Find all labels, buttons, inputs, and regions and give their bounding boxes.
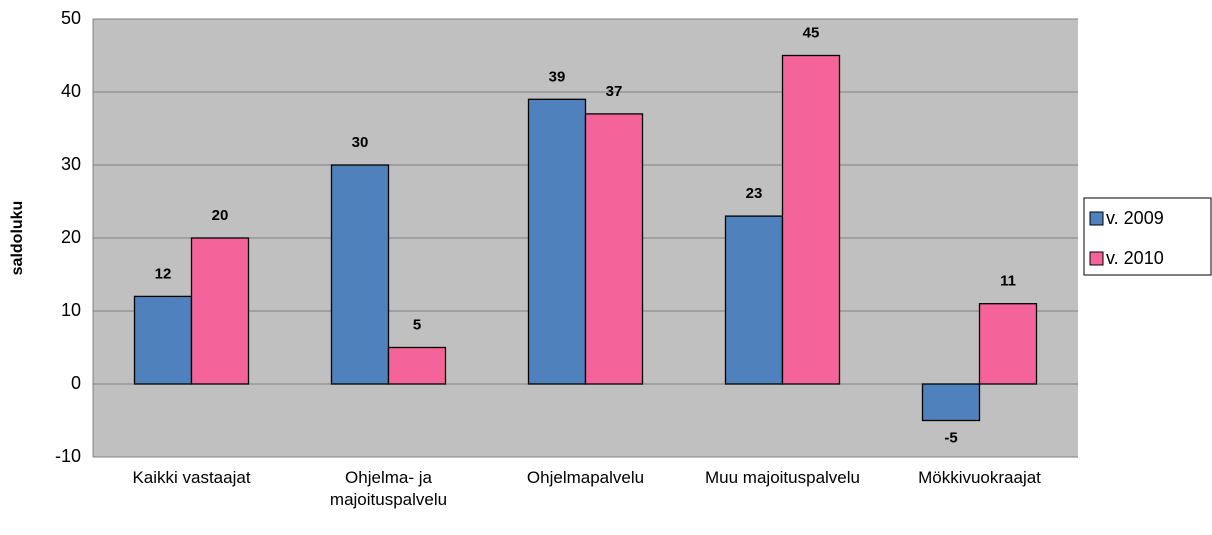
value-label: 45 xyxy=(803,24,820,41)
y-tick-label: 0 xyxy=(71,373,81,393)
legend-swatch xyxy=(1089,211,1104,226)
legend-label: v. 2009 xyxy=(1106,208,1164,228)
value-label: 11 xyxy=(1000,273,1016,290)
bar xyxy=(190,237,250,385)
legend-box xyxy=(1083,197,1212,276)
bar xyxy=(584,113,644,385)
value-label: 23 xyxy=(746,185,763,202)
bar xyxy=(133,295,193,385)
x-tick-label: Mökkivuokraajat xyxy=(918,468,1041,487)
value-label: 37 xyxy=(606,83,623,100)
x-tick-label: Ohjelmapalvelu xyxy=(526,468,645,487)
x-tick-label: Muu majoituspalvelu xyxy=(705,468,860,487)
value-label: -5 xyxy=(944,429,957,446)
y-tick-label: 50 xyxy=(61,8,81,28)
x-tick-label: Ohjelma- ja majoituspalvelu xyxy=(329,468,448,509)
y-tick-label: 30 xyxy=(61,154,81,174)
bar xyxy=(527,98,587,385)
y-tick-label: 10 xyxy=(61,300,81,320)
legend-swatch xyxy=(1089,251,1104,266)
value-label: 20 xyxy=(212,207,229,224)
bar xyxy=(724,215,784,385)
legend-label: v. 2010 xyxy=(1106,248,1164,268)
bar xyxy=(781,54,841,385)
y-tick-label: -10 xyxy=(55,446,81,466)
value-label: 12 xyxy=(155,265,172,282)
bar xyxy=(330,164,390,385)
bar xyxy=(978,303,1038,385)
value-label: 30 xyxy=(352,134,369,151)
y-tick-label: 40 xyxy=(61,81,81,101)
bar xyxy=(921,383,981,422)
bar xyxy=(387,346,447,385)
y-tick-label: 20 xyxy=(61,227,81,247)
y-axis-title: saldoluku xyxy=(9,201,26,276)
value-label: 5 xyxy=(413,316,421,333)
x-tick-label: Kaikki vastaajat xyxy=(132,468,251,487)
value-label: 39 xyxy=(549,68,566,85)
